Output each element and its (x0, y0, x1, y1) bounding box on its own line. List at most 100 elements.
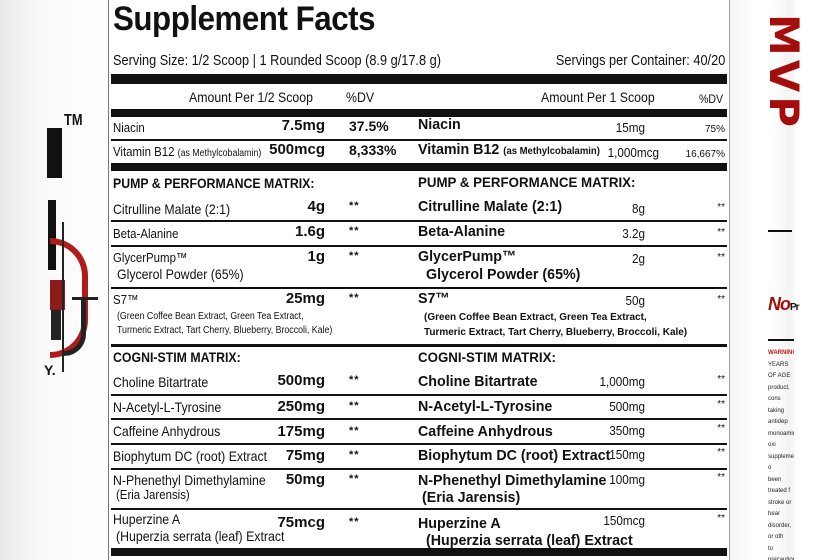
ingredient-name: Biophytum DC (root) Extract (113, 448, 268, 464)
supplement-facts-panel: Supplement Facts Serving Size: 1/2 Scoop… (108, 0, 730, 560)
ingredient-half-amount: 250mg (277, 398, 325, 415)
thin-divider (111, 508, 727, 510)
header-dv-half: %DV (346, 89, 375, 105)
ingredient-name-full: Beta-Alanine (418, 223, 506, 240)
thin-divider (111, 220, 727, 222)
thick-divider (111, 74, 727, 84)
vitamin-half-dv: 8,333% (349, 142, 397, 158)
bottle-right-side (728, 0, 840, 560)
ingredient-half-amount: 25mg (285, 290, 325, 307)
header-dv-full: %DV (699, 92, 724, 106)
brand-name-text: MVP (770, 14, 804, 132)
thick-divider (111, 548, 727, 556)
divider (768, 230, 792, 232)
ingredient-half-amount: 175mg (277, 423, 325, 440)
vitamin-name-text: Vitamin B12 (113, 144, 175, 159)
vitamin-source: (as Methylcobalamin) (503, 146, 600, 157)
ingredient-half-dv: ** (349, 292, 360, 304)
ingredient-full-dv: ** (717, 472, 725, 483)
ingredient-full-dv: ** (717, 202, 725, 213)
vitamin-source: (as Methylcobalamin) (177, 148, 262, 159)
ingredient-full-dv: ** (717, 423, 725, 434)
ingredient-sub-name-full: Glycerol Powder (65%) (426, 266, 581, 283)
ingredient-sub-name-full: (Green Coffee Bean Extract, Green Tea Ex… (424, 311, 647, 323)
ingredient-half-amount: 1.6g (294, 223, 325, 240)
warning-line: been treated f (768, 476, 791, 495)
vitamin-full-dv: 75% (704, 124, 725, 135)
ingredient-name-full: Citrulline Malate (2:1) (418, 198, 563, 215)
warning-text-block: WARNING: YEARS OF AGE product, cons taki… (768, 348, 794, 560)
ingredient-name-full: Caffeine Anhydrous (418, 423, 553, 440)
vitamin-full-amount: 1,000mcg (607, 145, 659, 160)
ingredient-full-amount: 150mcg (603, 513, 645, 528)
ingredient-sub-name: (Green Coffee Bean Extract, Green Tea Ex… (117, 311, 304, 322)
ingredient-half-amount: 500mg (277, 372, 325, 389)
ingredient-half-dv: ** (349, 449, 360, 461)
ingredient-name: S7™ (113, 292, 139, 307)
warning-line: YEARS OF AGE (768, 361, 791, 380)
ingredient-full-dv: ** (717, 227, 725, 238)
ingredient-full-dv: ** (717, 447, 725, 458)
vitamin-name-full: Vitamin B12 (as Methylcobalamin) (418, 142, 600, 160)
ingredient-full-amount: 8g (631, 201, 645, 216)
ingredient-half-amount: 75mcg (277, 514, 325, 531)
ingredient-full-amount: 500mg (609, 399, 645, 414)
ingredient-sub-name: (Huperzia serrata (leaf) Extract (116, 528, 285, 544)
serving-size: Serving Size: 1/2 Scoop | 1 Rounded Scoo… (113, 52, 441, 69)
ingredient-name-full: N-Phenethyl Dimethylamine (418, 472, 607, 489)
servings-per-container: Servings per Container: 40/20 (555, 52, 725, 69)
ingredient-full-dv: ** (717, 294, 725, 305)
ingredient-name-full: Biophytum DC (root) Extract (418, 447, 611, 464)
ingredient-sub-name-full: (Huperzia serrata (leaf) Extract (426, 532, 633, 549)
divider (768, 339, 794, 341)
no-label-suffix: Pr (790, 302, 800, 313)
section-title-full: PUMP & PERFORMANCE MATRIX: (418, 174, 636, 190)
crosshair-line-icon (62, 222, 64, 372)
ingredient-full-amount: 3.2g (622, 226, 645, 241)
vitamin-full-dv: 16,667% (685, 149, 725, 160)
vitamin-half-amount: 500mcg (269, 141, 325, 158)
warning-line: supplement, o (768, 453, 794, 472)
thin-divider (111, 245, 727, 247)
warning-line: taking antidep (768, 407, 788, 426)
section-title-full: COGNI-STIM MATRIX: (418, 349, 556, 365)
ingredient-name-full: N-Acetyl-L-Tyrosine (418, 398, 553, 415)
warning-line: monoamine oxi (768, 430, 794, 449)
header-amount-half: Amount Per 1/2 Scoop (189, 89, 313, 105)
warning-line: stroke or hear (768, 499, 792, 518)
no-label: NoPr (768, 294, 800, 315)
ingredient-name-full: Choline Bitartrate (418, 373, 538, 390)
vitamin-name-text: Vitamin B12 (418, 141, 500, 158)
ingredient-full-amount: 150mg (609, 447, 645, 462)
ingredient-full-amount: 350mg (609, 423, 645, 438)
thin-divider (111, 287, 727, 289)
ingredient-sub-name-full: (Eria Jarensis) (422, 489, 521, 506)
warning-heading: WARNING: (768, 350, 794, 356)
vitamin-full-amount: 15mg (615, 120, 645, 135)
ingredient-sub-name: Glycerol Powder (65%) (117, 266, 244, 282)
ingredient-sub-name: (Eria Jarensis) (116, 487, 190, 502)
thin-divider (111, 418, 727, 420)
thin-divider (111, 344, 727, 347)
section-title: COGNI-STIM MATRIX: (113, 349, 241, 365)
ingredient-name: Citrulline Malate (2:1) (113, 201, 231, 217)
ingredient-name: N-Phenethyl Dimethylamine (113, 472, 266, 488)
ingredient-half-dv: ** (349, 200, 360, 212)
trademark-mark: TM (64, 112, 83, 129)
header-amount-full: Amount Per 1 Scoop (541, 89, 655, 105)
brand-logo-bar (47, 128, 62, 178)
brand-name-vertical: MVP (770, 0, 804, 220)
thin-divider (111, 443, 727, 445)
warning-line: to precaution (768, 545, 794, 560)
thin-divider (111, 468, 727, 470)
ingredient-full-dv: ** (717, 513, 725, 524)
crosshair-line-icon (72, 297, 98, 300)
ingredient-full-dv: ** (717, 252, 725, 263)
ingredient-full-dv: ** (717, 374, 725, 385)
ingredient-full-amount: 100mg (609, 472, 645, 487)
vitamin-half-amount: 7.5mg (281, 117, 325, 134)
ingredient-name: Beta-Alanine (113, 226, 179, 241)
ingredient-half-amount: 1g (307, 248, 325, 265)
thin-divider (111, 394, 727, 396)
brand-logo-letter: Y. (44, 362, 56, 378)
